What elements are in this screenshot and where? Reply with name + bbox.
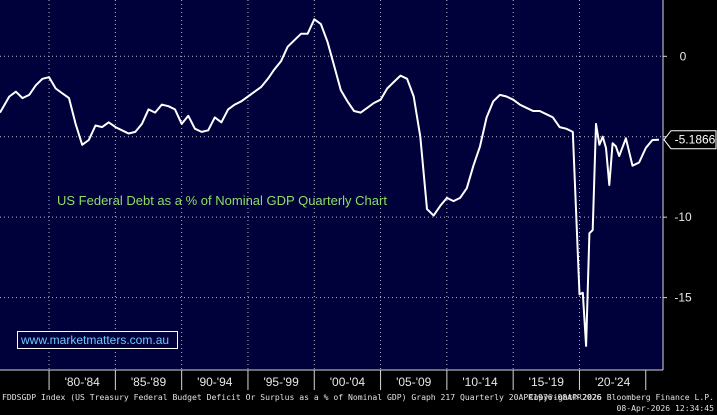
x-tick-label: '05-'09 — [396, 375, 432, 389]
last-value-label: -5.1866 — [675, 133, 716, 147]
x-tick-label: '85-'89 — [131, 375, 167, 389]
axes: 0-5-10-15'80-'84'85-'89'90-'94'95-'99'00… — [0, 0, 717, 390]
series-layer — [0, 18, 660, 347]
x-tick-label: '80-'84 — [65, 375, 101, 389]
y-tick-label: -10 — [674, 210, 692, 224]
x-tick-label: '10-'14 — [462, 375, 498, 389]
x-tick-label: '20-'24 — [595, 375, 631, 389]
x-tick-label: '00-'04 — [330, 375, 366, 389]
chart-canvas: 0-5-10-15'80-'84'85-'89'90-'94'95-'99'00… — [0, 0, 717, 390]
grid-lines — [0, 0, 663, 370]
footer: FDDSGDP Index (US Treasury Federal Budge… — [0, 391, 717, 415]
watermark-link[interactable]: www.marketmatters.com.au — [17, 331, 178, 349]
plot-area — [0, 0, 663, 370]
last-value-box — [663, 130, 717, 150]
x-tick-label: '95-'99 — [263, 375, 299, 389]
last-value-marker: -5.1866 — [663, 130, 717, 150]
copyright-notice: Copyright© 2026 Bloomberg Finance L.P. — [528, 392, 714, 402]
series-line — [0, 18, 660, 347]
x-tick-label: '15-'19 — [529, 375, 565, 389]
source-description: FDDSGDP Index (US Treasury Federal Budge… — [2, 392, 602, 402]
chart-title: US Federal Debt as a % of Nominal GDP Qu… — [57, 193, 387, 208]
y-tick-label: 0 — [680, 49, 687, 63]
x-tick-label: '90-'94 — [197, 375, 233, 389]
y-tick-label: -15 — [674, 291, 692, 305]
timestamp: 08-Apr-2026 12:34:45 — [616, 403, 714, 413]
